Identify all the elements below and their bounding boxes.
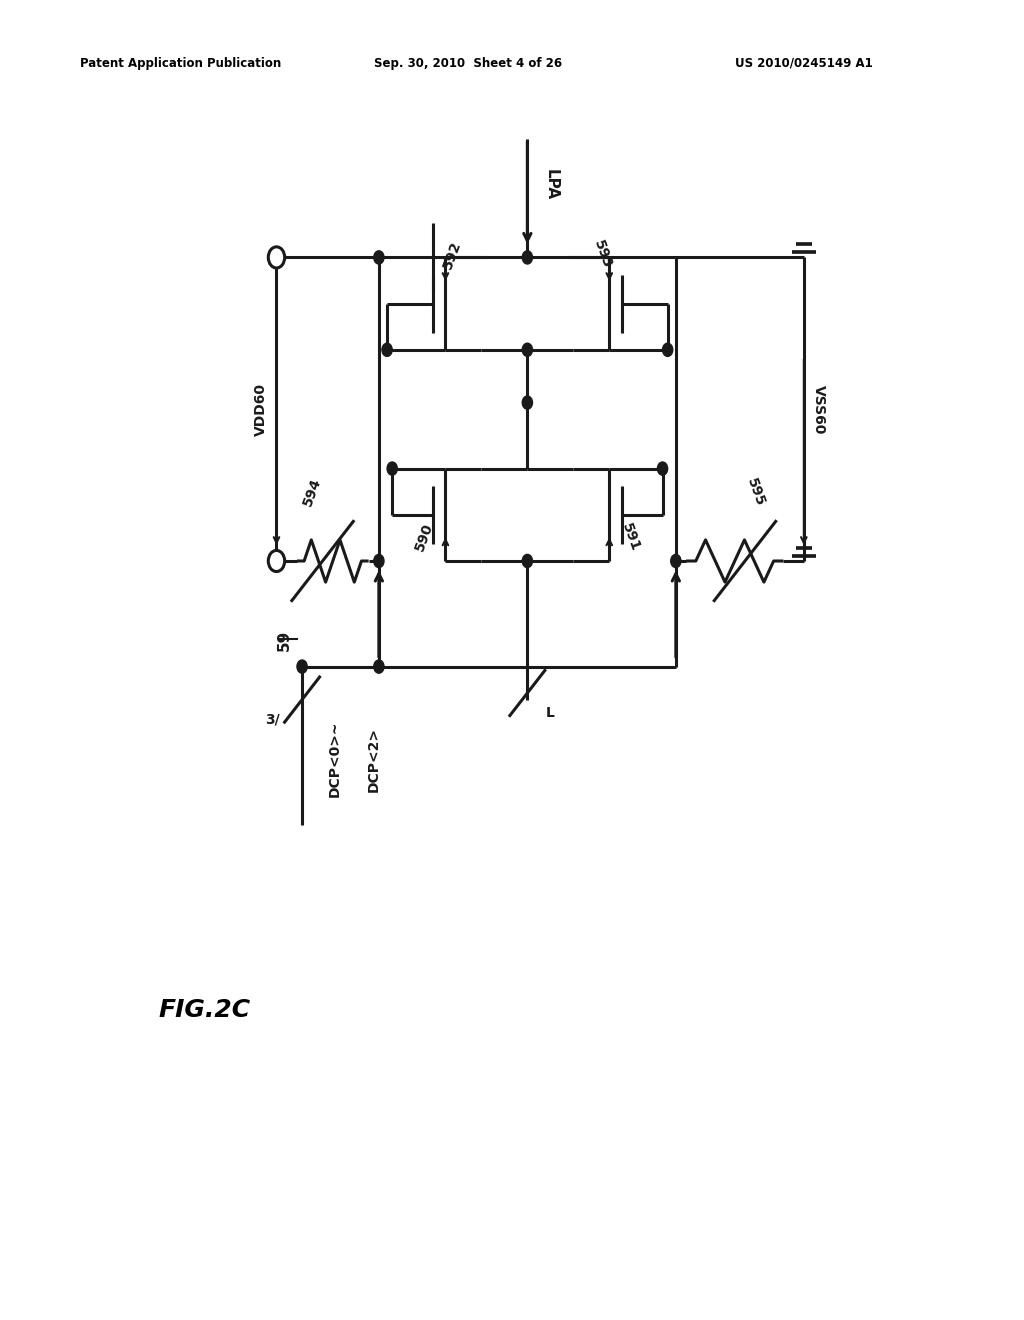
Text: DCP<0>~: DCP<0>~ bbox=[328, 721, 342, 797]
Circle shape bbox=[663, 343, 673, 356]
Circle shape bbox=[522, 554, 532, 568]
Text: 3/: 3/ bbox=[265, 713, 280, 727]
Text: LPA: LPA bbox=[544, 169, 559, 201]
Text: FIG.2C: FIG.2C bbox=[159, 998, 251, 1022]
Circle shape bbox=[374, 554, 384, 568]
Text: 593: 593 bbox=[591, 239, 614, 271]
Circle shape bbox=[268, 247, 285, 268]
Text: 594: 594 bbox=[301, 477, 324, 508]
Text: VDD60: VDD60 bbox=[254, 383, 268, 436]
Text: VSS60: VSS60 bbox=[812, 384, 826, 434]
Text: DCP<2>: DCP<2> bbox=[367, 726, 381, 792]
Circle shape bbox=[657, 462, 668, 475]
Text: US 2010/0245149 A1: US 2010/0245149 A1 bbox=[735, 57, 873, 70]
Text: 590: 590 bbox=[412, 521, 435, 553]
Circle shape bbox=[374, 251, 384, 264]
Circle shape bbox=[522, 251, 532, 264]
Circle shape bbox=[297, 660, 307, 673]
Circle shape bbox=[374, 660, 384, 673]
Circle shape bbox=[671, 554, 681, 568]
Circle shape bbox=[522, 396, 532, 409]
Circle shape bbox=[382, 343, 392, 356]
Text: 592: 592 bbox=[440, 239, 464, 271]
Circle shape bbox=[387, 462, 397, 475]
Text: Patent Application Publication: Patent Application Publication bbox=[80, 57, 282, 70]
Text: 59: 59 bbox=[276, 630, 292, 651]
Text: L: L bbox=[546, 706, 555, 721]
Text: 591: 591 bbox=[620, 521, 643, 553]
Text: 595: 595 bbox=[743, 477, 767, 508]
Circle shape bbox=[522, 343, 532, 356]
Text: Sep. 30, 2010  Sheet 4 of 26: Sep. 30, 2010 Sheet 4 of 26 bbox=[374, 57, 562, 70]
Circle shape bbox=[268, 550, 285, 572]
